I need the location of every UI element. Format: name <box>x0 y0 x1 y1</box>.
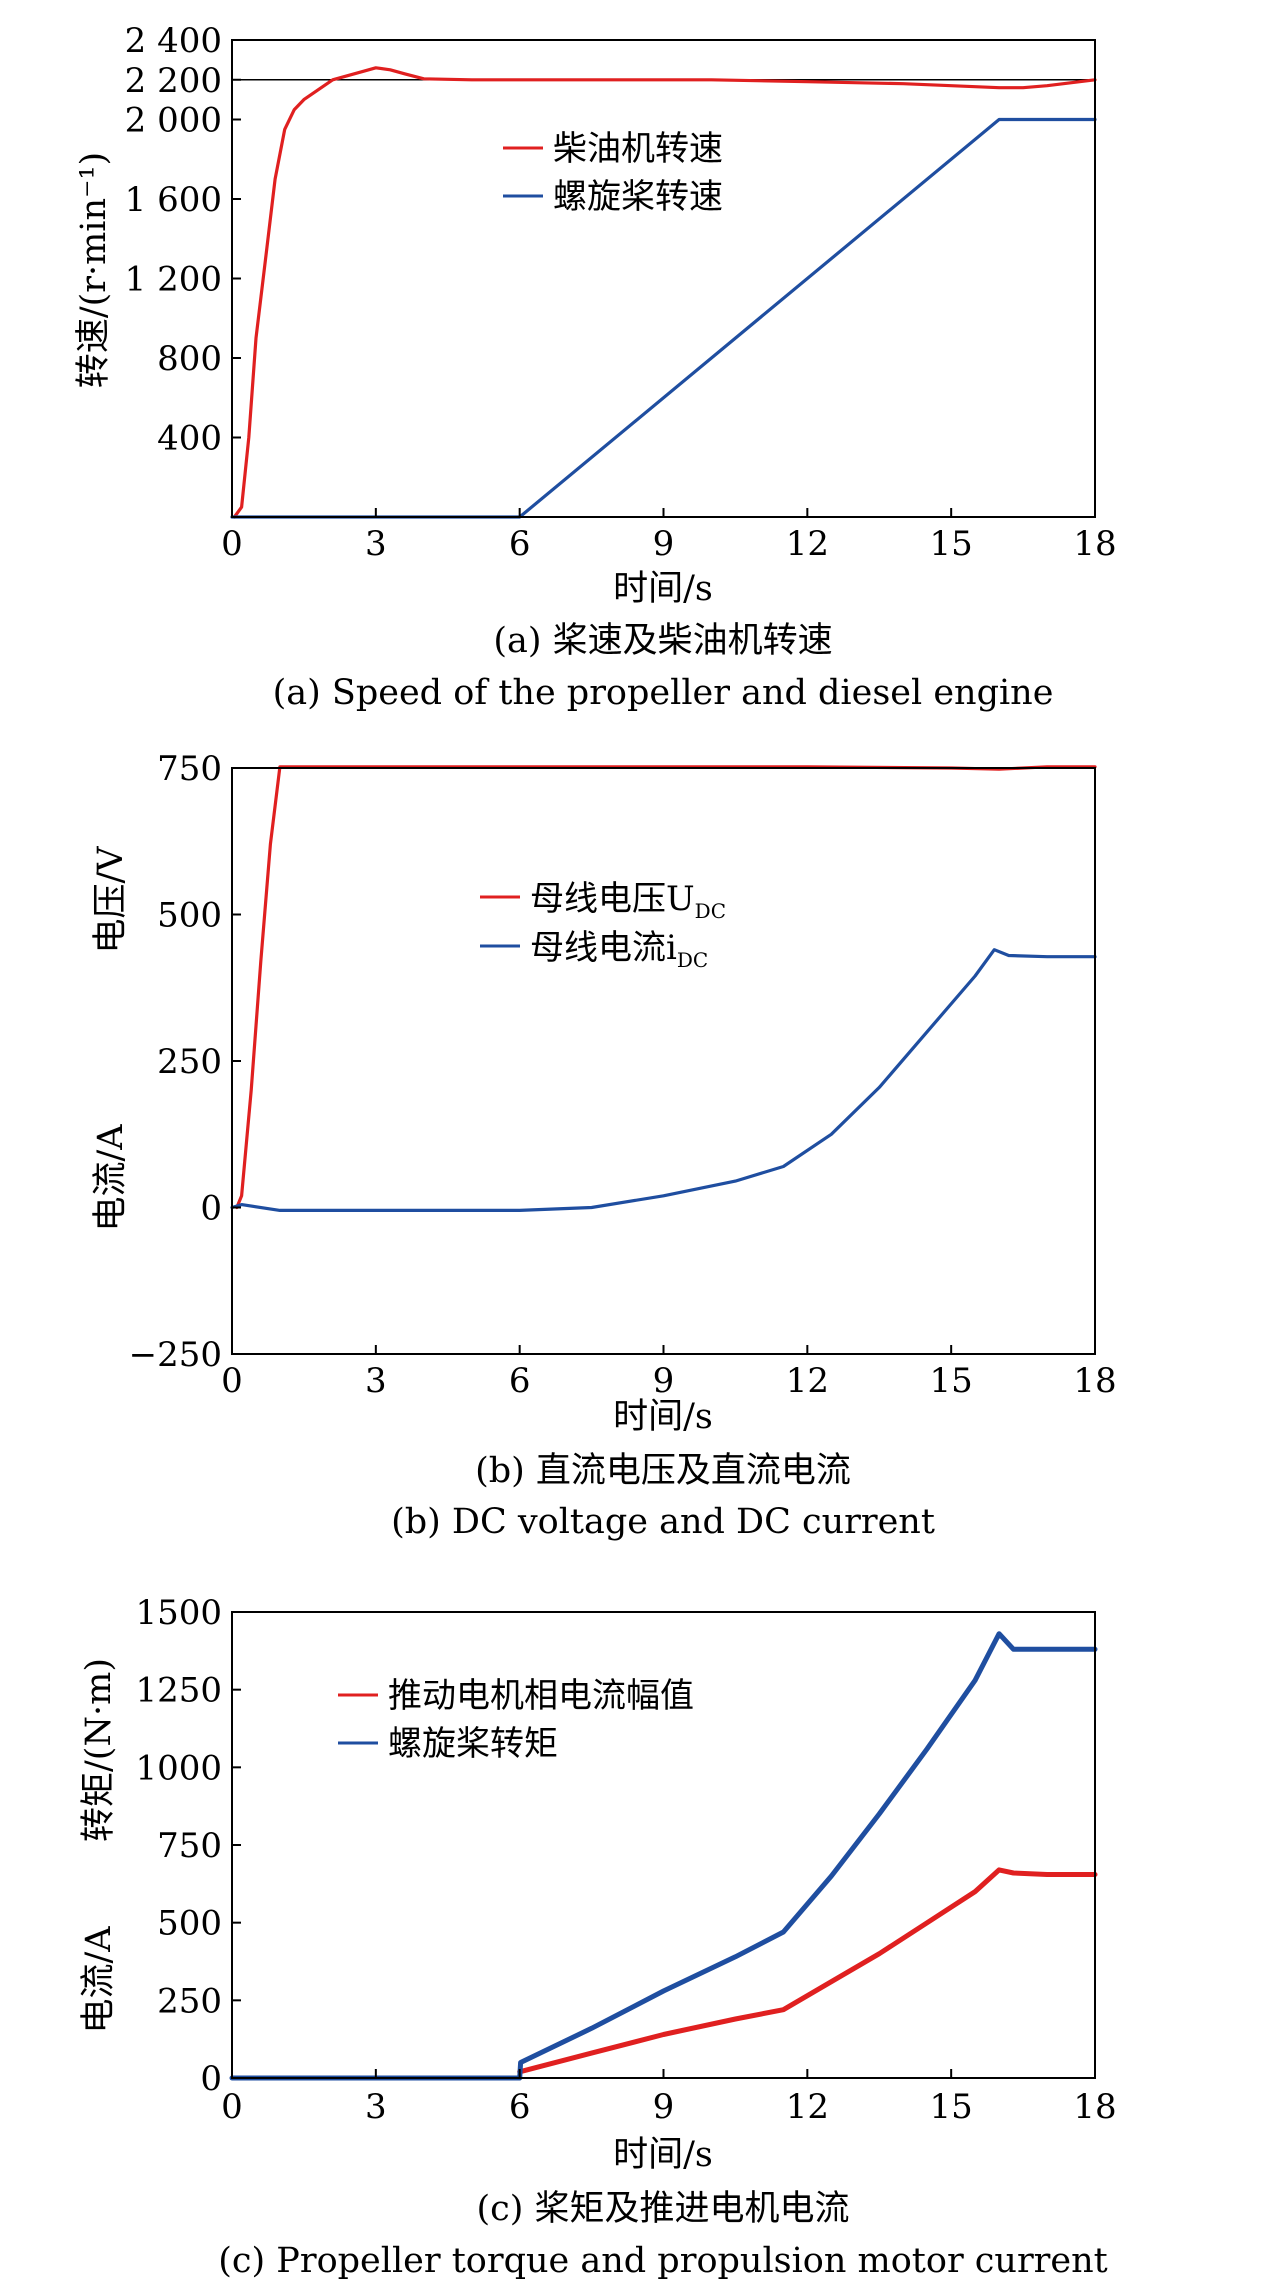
chart-b-xtick-label: 3 <box>365 1361 387 1401</box>
chart-a-ytick-label: 400 <box>157 419 222 459</box>
chart-b-xtick-label: 0 <box>221 1361 243 1401</box>
legend-a-label-0: 柴油机转速 <box>553 129 723 169</box>
chart-c-xlabel: 时间/s <box>613 2135 713 2175</box>
chart-a-legend: 柴油机转速 螺旋桨转速 <box>503 129 723 217</box>
chart-c-caption-en: (c) Propeller torque and propulsion moto… <box>218 2241 1107 2281</box>
chart-b-ytick-label: 250 <box>157 1042 222 1082</box>
chart-a-xtick-label: 12 <box>786 524 829 564</box>
chart-a-ytick-label: 1 200 <box>125 260 222 300</box>
chart-a-xtick-label: 18 <box>1073 524 1116 564</box>
chart-c-ytick-label: 250 <box>157 1981 222 2021</box>
legend-b-label-1: 母线电流iDC <box>530 928 708 972</box>
chart-c-xtick-label: 0 <box>221 2087 243 2127</box>
chart-b-ylabel-bottom: 电流/A <box>91 1124 131 1232</box>
legend-c-label-1: 螺旋桨转矩 <box>388 1724 558 1764</box>
chart-a-xticks: 0 3 6 9 12 15 18 <box>221 508 1117 564</box>
chart-b-series-1 <box>230 948 1097 1212</box>
chart-a-ytick-label: 2 000 <box>125 101 222 141</box>
chart-c-xtick-label: 3 <box>365 2087 387 2127</box>
chart-b-ytick-label: −250 <box>129 1335 222 1375</box>
legend-b-label-0: 母线电压UDC <box>530 879 726 923</box>
chart-a-xtick-label: 9 <box>653 524 675 564</box>
chart-a-ytick-label: 800 <box>157 339 222 379</box>
chart-c-xtick-label: 9 <box>653 2087 675 2127</box>
chart-a-xtick-label: 6 <box>509 524 531 564</box>
chart-b-plot <box>230 765 1097 1212</box>
chart-b-xtick-label: 9 <box>653 1361 675 1401</box>
chart-b-caption-cn: (b) 直流电压及直流电流 <box>475 1451 851 1491</box>
chart-a-xtick-label: 15 <box>930 524 973 564</box>
chart-a-series-0 <box>232 66 1097 519</box>
chart-b-ytick-label: 0 <box>200 1189 222 1229</box>
chart-c-ytick-label: 500 <box>157 1904 222 1944</box>
legend-c-label-0: 推动电机相电流幅值 <box>388 1676 694 1716</box>
chart-b-xtick-label: 6 <box>509 1361 531 1401</box>
chart-c-ytick-label: 1500 <box>135 1593 222 1633</box>
chart-a-xtick-label: 0 <box>221 524 243 564</box>
chart-b-legend: 母线电压UDC 母线电流iDC <box>480 879 726 972</box>
chart-c-ylabel-top: 转矩/(N·m) <box>79 1658 119 1842</box>
chart-a-frame <box>231 39 1096 518</box>
chart-a-caption-cn: (a) 桨速及柴油机转速 <box>493 621 832 661</box>
chart-c-yticks: 1500 1250 1000 750 500 250 0 <box>135 1593 241 2099</box>
chart-c-legend: 推动电机相电流幅值 螺旋桨转矩 <box>338 1676 694 1764</box>
chart-a-ytick-label: 2 400 <box>125 21 222 61</box>
chart-c-ytick-label: 0 <box>200 2059 222 2099</box>
chart-b-ytick-label: 500 <box>157 896 222 936</box>
chart-c-series-0 <box>517 1867 1098 2075</box>
chart-c-torque: 0 3 6 9 12 15 18 1500 1250 1000 750 500 250 0 时间/s 转… <box>79 1593 1117 2281</box>
chart-c-ytick-label: 750 <box>157 1826 222 1866</box>
chart-b-xticks: 0 3 6 9 12 15 18 <box>221 1345 1117 1401</box>
chart-b-ytick-label: 750 <box>157 749 222 789</box>
chart-c-xtick-label: 18 <box>1073 2087 1116 2127</box>
chart-c-ytick-label: 1000 <box>135 1748 222 1788</box>
chart-a-xlabel: 时间/s <box>613 569 713 609</box>
chart-c-xtick-label: 12 <box>786 2087 829 2127</box>
chart-a-xtick-label: 3 <box>365 524 387 564</box>
legend-a-label-1: 螺旋桨转速 <box>553 177 723 217</box>
chart-c-xtick-label: 15 <box>930 2087 973 2127</box>
chart-b-frame <box>231 767 1096 1355</box>
chart-c-ytick-label: 1250 <box>135 1671 222 1711</box>
chart-c-caption-cn: (c) 桨矩及推进电机电流 <box>476 2189 849 2229</box>
chart-b-xlabel: 时间/s <box>613 1397 713 1437</box>
chart-b-xtick-label: 12 <box>786 1361 829 1401</box>
chart-a-ylabel: 转速/(r·min⁻¹) <box>74 152 114 388</box>
chart-a-caption-en: (a) Speed of the propeller and diesel en… <box>273 673 1054 713</box>
chart-a-ytick-label: 2 200 <box>125 61 222 101</box>
chart-b-xtick-label: 15 <box>930 1361 973 1401</box>
chart-a-ytick-label: 1 600 <box>125 180 222 220</box>
chart-c-xtick-label: 6 <box>509 2087 531 2127</box>
chart-b-caption-en: (b) DC voltage and DC current <box>391 1502 935 1542</box>
chart-c-xticks: 0 3 6 9 12 15 18 <box>221 2069 1117 2127</box>
chart-b-ylabel-top: 电压/V <box>91 846 131 954</box>
chart-c-ylabel-bottom: 电流/A <box>79 1926 119 2034</box>
chart-b-xtick-label: 18 <box>1073 1361 1116 1401</box>
chart-b-yticks: 750 500 250 0 −250 <box>129 749 241 1375</box>
